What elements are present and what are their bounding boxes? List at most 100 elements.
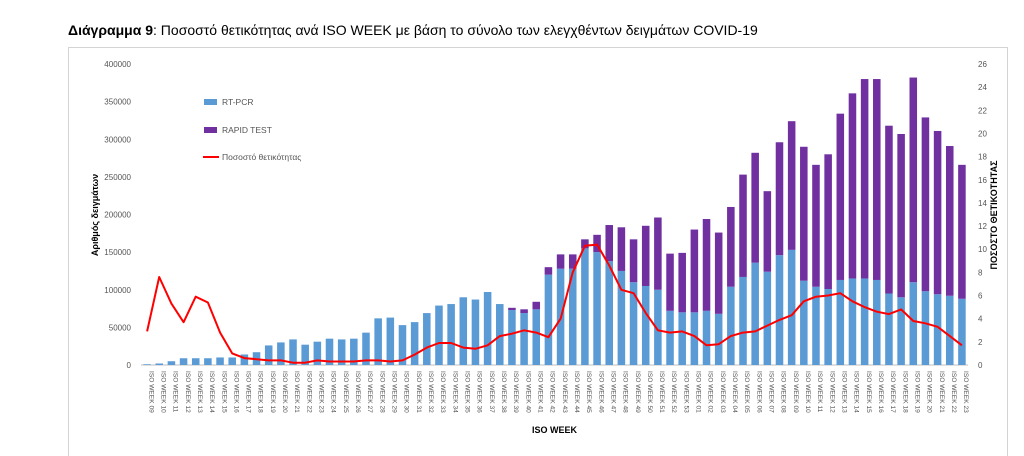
rapid-test-bar	[581, 239, 589, 249]
rtpcr-bar	[593, 252, 601, 365]
x-tick-label: ISO WEEK 30	[403, 371, 410, 413]
rtpcr-bar	[289, 339, 297, 365]
rtpcr-bar	[751, 262, 759, 365]
rtpcr-bar	[629, 282, 638, 365]
rtpcr-bar	[897, 297, 905, 365]
x-tick-label: ISO WEEK 50	[646, 371, 653, 413]
rapid-test-bar	[739, 174, 747, 277]
rtpcr-bar	[167, 361, 176, 365]
x-tick-label: ISO WEEK 01	[695, 371, 702, 413]
rtpcr-bar	[398, 325, 407, 365]
rtpcr-bar	[508, 310, 516, 365]
legend-rtpcr-swatch	[204, 99, 217, 105]
x-tick-label: ISO WEEK 40	[524, 371, 531, 413]
rapid-test-bar	[520, 309, 528, 314]
rapid-test-bar	[836, 113, 845, 280]
rtpcr-bar	[423, 313, 431, 365]
rtpcr-bar	[800, 280, 808, 365]
x-tick-label: ISO WEEK 07	[768, 371, 775, 413]
x-tick-label: ISO WEEK 16	[232, 371, 239, 413]
rtpcr-bar	[921, 291, 930, 365]
rapid-test-bar	[605, 225, 613, 262]
rtpcr-bar	[362, 332, 370, 365]
x-tick-label: ISO WEEK 19	[269, 371, 276, 413]
y-tick-label: 350000	[104, 98, 131, 107]
y2-tick-label: 20	[978, 129, 987, 138]
rtpcr-bar	[739, 276, 747, 365]
rtpcr-bar	[787, 249, 796, 365]
x-tick-label: ISO WEEK 18	[257, 371, 264, 413]
rtpcr-bar	[179, 358, 188, 365]
y2-tick-label: 0	[978, 361, 983, 370]
x-tick-label: ISO WEEK 37	[488, 371, 495, 413]
rapid-test-bar	[800, 146, 808, 281]
y-tick-label: 0	[127, 361, 132, 370]
positivity-rate-line	[146, 243, 963, 364]
x-tick-label: ISO WEEK 15	[865, 371, 872, 413]
rtpcr-bar	[824, 288, 832, 365]
rtpcr-bar	[483, 292, 492, 365]
x-tick-label: ISO WEEK 32	[427, 371, 434, 413]
y2-tick-label: 4	[978, 315, 983, 324]
y2-tick-label: 16	[978, 176, 987, 185]
chart-title: Διάγραμμα 9: Ποσοστό θετικότητας ανά ISO…	[68, 22, 758, 38]
rtpcr-bar	[605, 261, 613, 365]
legend-rapid-test-swatch	[204, 127, 217, 133]
x-tick-label: ISO WEEK 41	[536, 371, 543, 413]
x-tick-label: ISO WEEK 26	[354, 371, 361, 413]
chart-frame	[68, 47, 1008, 456]
x-tick-label: ISO WEEK 12	[828, 371, 835, 413]
rtpcr-bar	[581, 248, 589, 365]
rapid-test-bar	[751, 152, 759, 263]
rtpcr-bar	[155, 363, 164, 365]
rtpcr-bar	[471, 299, 480, 365]
x-tick-label: ISO WEEK 02	[707, 371, 714, 413]
rtpcr-bar	[228, 357, 236, 365]
rapid-test-bar	[690, 229, 699, 313]
x-axis-label: ISO WEEK	[532, 425, 578, 435]
rtpcr-bar	[301, 344, 309, 365]
rtpcr-bar	[386, 317, 395, 365]
x-tick-label: ISO WEEK 23	[318, 371, 325, 413]
x-tick-label: ISO WEEK 25	[342, 371, 349, 413]
x-tick-label: ISO WEEK 10	[804, 371, 811, 413]
x-tick-label: ISO WEEK 05	[743, 371, 750, 413]
x-tick-label: ISO WEEK 15	[220, 371, 227, 413]
rtpcr-bar	[447, 304, 455, 365]
legend-rtpcr-label: RT-PCR	[222, 97, 254, 107]
rtpcr-bar	[240, 354, 249, 365]
y2-axis-label: ΠΟΣΟΣΤΟ ΘΕΤΙΚΟΤΗΤΑΣ	[989, 160, 999, 270]
rapid-test-bar	[763, 191, 772, 272]
x-tick-label: ISO WEEK 11	[816, 371, 823, 413]
y2-tick-label: 10	[978, 245, 987, 254]
x-tick-label: ISO WEEK 29	[391, 371, 398, 413]
rtpcr-bar	[544, 274, 553, 365]
rapid-test-bar	[702, 219, 711, 311]
rapid-test-bar	[921, 117, 930, 292]
rapid-test-bar	[714, 232, 723, 314]
rapid-test-bar	[897, 133, 905, 298]
rapid-test-bar	[617, 227, 626, 271]
x-tick-label: ISO WEEK 12	[184, 371, 191, 413]
y2-tick-label: 24	[978, 83, 987, 92]
x-tick-label: ISO WEEK 09	[792, 371, 799, 413]
y-tick-label: 250000	[104, 173, 131, 182]
x-tick-label: ISO WEEK 17	[245, 371, 252, 413]
rtpcr-bar	[763, 271, 772, 365]
rapid-test-bar	[787, 121, 796, 250]
y-tick-label: 100000	[104, 286, 131, 295]
rapid-test-bar	[629, 239, 638, 283]
rapid-test-bar	[945, 146, 954, 296]
rapid-test-bar	[812, 164, 820, 287]
x-tick-label: ISO WEEK 09	[147, 371, 154, 413]
rtpcr-bar	[532, 309, 541, 365]
x-tick-label: ISO WEEK 13	[841, 371, 848, 413]
rtpcr-bar	[775, 255, 784, 365]
rtpcr-bar	[812, 286, 820, 365]
x-tick-label: ISO WEEK 35	[463, 371, 470, 413]
x-tick-label: ISO WEEK 03	[719, 371, 726, 413]
y-tick-label: 400000	[104, 60, 131, 69]
rtpcr-bar	[678, 312, 686, 365]
rtpcr-bar	[641, 285, 650, 365]
x-tick-label: ISO WEEK 11	[172, 371, 179, 413]
